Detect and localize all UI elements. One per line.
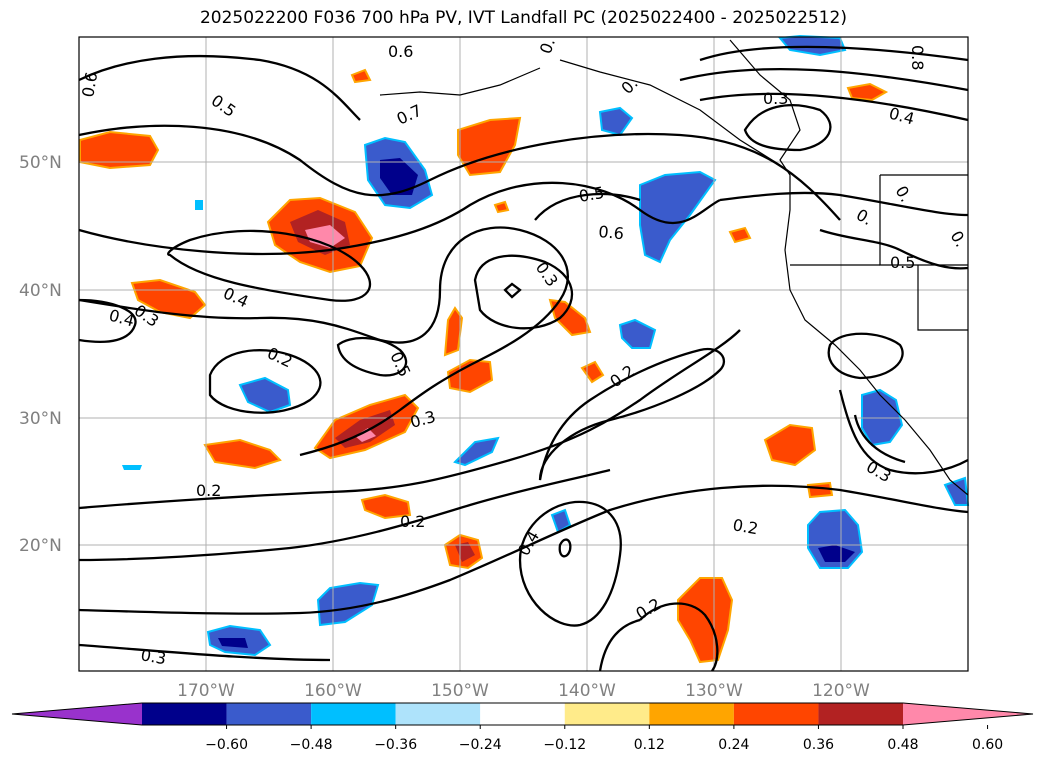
colorbar-bin [818,703,903,725]
lat-label: 30°N [19,409,62,429]
lon-label: 160°W [304,681,362,701]
colorbar-tick-label: 0.36 [803,737,834,753]
contour-labels: 0.6 0.5 0.7 0.6 0.3 0.4 0.5 0.6 0.3 0.4 … [78,36,970,669]
contour-label: 0.2 [633,594,665,623]
colorbar-tick-label: 0.24 [718,737,749,753]
contour-label: 0.5 [577,183,605,206]
contour-label: 0.5 [890,253,915,272]
contour-label: 0.7 [394,101,425,129]
colorbar-extend-low [12,703,142,725]
contour-label: 0. [536,36,559,57]
lon-label: 120°W [812,681,870,701]
longitude-labels: 170°W 160°W 150°W 140°W 130°W 120°W [177,681,870,701]
pv-contours [78,45,969,672]
lat-label: 50°N [19,153,62,173]
contour-label: 0.8 [908,45,927,70]
colorbar-tick-label: 0.60 [972,737,1003,753]
colorbar-bin [226,703,312,725]
contour-label: 0.2 [264,343,295,371]
colorbar-tick-label: −0.24 [459,737,502,753]
colorbar-bin [649,703,734,725]
latitude-labels: 50°N 40°N 30°N 20°N [19,153,62,556]
map-frame [78,36,969,672]
contour-label: 0. [853,205,876,229]
colorbar-extend-high [903,703,1033,725]
contour-label: 0. [947,228,971,251]
contour-label: 0.4 [514,527,543,559]
contour-label: 0.3 [139,645,167,668]
lon-label: 170°W [177,681,235,701]
colorbar-bin [480,703,565,725]
lon-label: 150°W [431,681,489,701]
contour-label: 0.2 [400,512,425,531]
colorbar-bin [733,703,819,725]
lon-label: 130°W [685,681,743,701]
contour-label: 0.4 [220,283,251,311]
contour-label: 0.3 [763,89,788,108]
contour-label: 0. [892,183,916,206]
contour-label: 0.6 [388,42,413,61]
contour-label: 0.6 [598,222,625,243]
contour-label: 0.2 [196,481,221,500]
graticule [79,37,968,671]
contour-label: 0.2 [731,515,759,538]
colorbar-tick-label: 0.12 [634,737,665,753]
contour-label: 0.4 [887,104,917,129]
lat-label: 20°N [19,536,62,556]
lon-label: 140°W [558,681,616,701]
contour-label: 0.3 [863,457,895,486]
lat-label: 40°N [19,281,62,301]
colorbar-tick-label: −0.60 [205,737,248,753]
map-title: 2025022200 F036 700 hPa PV, IVT Landfall… [199,8,847,28]
colorbar-bin [564,703,650,725]
contour-label: 0.6 [78,70,101,98]
colorbar-tick-label: −0.36 [374,737,417,753]
colorbar-tick-label: −0.12 [543,737,586,753]
colorbar-tick-label: 0.48 [887,737,918,753]
colorbar: −0.60 −0.48 −0.36 −0.24 −0.12 0.12 0.24 0.36 0.4… [11,702,1034,753]
contour-label: 0.5 [208,91,240,121]
contour-label: 0.3 [532,258,562,290]
colorbar-bin [142,703,227,725]
colorbar-bin [311,703,396,725]
colorbar-bin [395,703,481,725]
colorbar-outline [11,702,1034,726]
colorbar-tick-label: −0.48 [290,737,333,753]
